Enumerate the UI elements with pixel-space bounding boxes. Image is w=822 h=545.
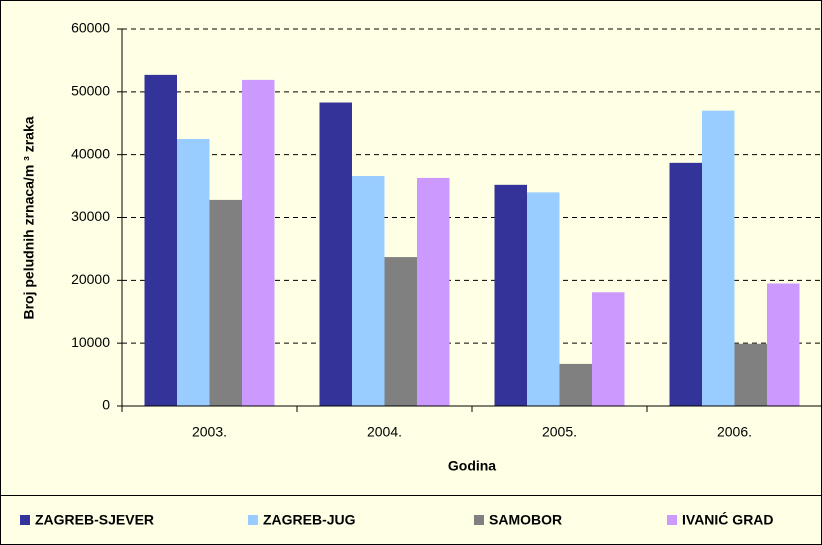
y-tick-label: 10000 bbox=[71, 334, 110, 350]
bar bbox=[734, 343, 767, 406]
bar bbox=[352, 176, 385, 406]
y-tick-label: 0 bbox=[102, 397, 110, 413]
legend-swatch bbox=[20, 515, 30, 525]
bar bbox=[527, 192, 560, 406]
x-tick-label: 2005. bbox=[542, 424, 577, 440]
bar bbox=[242, 79, 275, 407]
y-tick-label: 60000 bbox=[71, 20, 110, 36]
bar bbox=[592, 292, 625, 406]
x-tick-label: 2004. bbox=[367, 424, 402, 440]
legend-swatch bbox=[474, 515, 484, 525]
bar bbox=[669, 162, 702, 406]
bar bbox=[209, 199, 242, 406]
bar bbox=[767, 283, 800, 406]
bar bbox=[384, 257, 417, 406]
x-axis-label: Godina bbox=[448, 458, 496, 474]
y-axis-label: Broj peludnih zrnaca/m ³ zraka bbox=[21, 116, 37, 319]
bar bbox=[144, 74, 177, 406]
legend-swatch bbox=[667, 515, 677, 525]
bar bbox=[177, 138, 210, 407]
bar bbox=[417, 177, 450, 406]
legend-swatch bbox=[248, 515, 258, 525]
bar bbox=[559, 363, 592, 406]
y-tick-label: 20000 bbox=[71, 271, 110, 287]
bar bbox=[702, 110, 735, 406]
legend-label: ZAGREB-SJEVER bbox=[35, 512, 154, 528]
bar bbox=[494, 184, 527, 406]
y-tick-label: 50000 bbox=[71, 83, 110, 99]
legend-label: SAMOBOR bbox=[489, 512, 562, 528]
legend-label: IVANIĆ GRAD bbox=[682, 511, 774, 528]
x-tick-label: 2006. bbox=[717, 424, 752, 440]
legend-label: ZAGREB-JUG bbox=[263, 512, 356, 528]
bar bbox=[319, 102, 352, 406]
x-tick-label: 2003. bbox=[192, 424, 227, 440]
y-tick-label: 30000 bbox=[71, 208, 110, 224]
y-tick-label: 40000 bbox=[71, 145, 110, 161]
